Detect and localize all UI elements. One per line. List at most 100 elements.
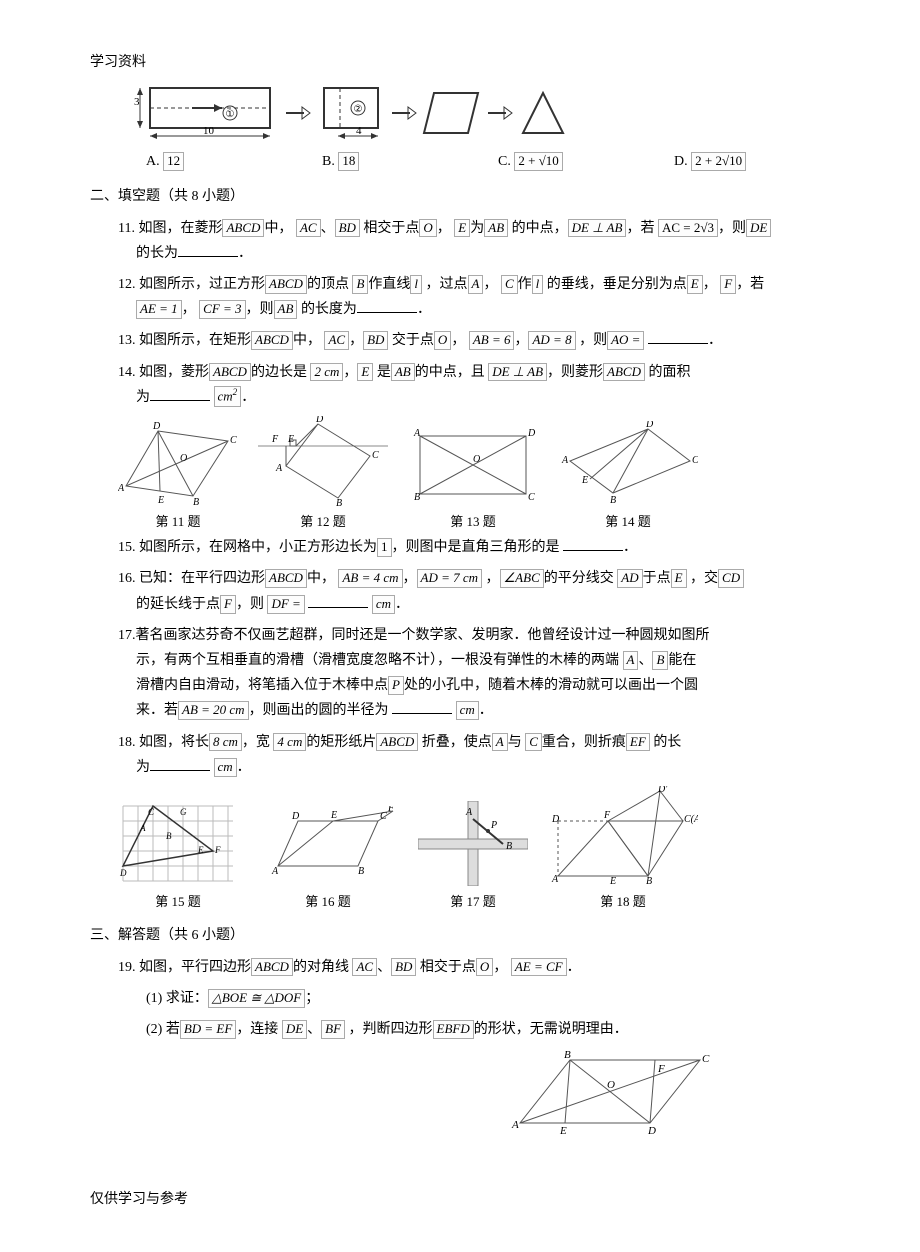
- svg-text:C: C: [148, 807, 155, 817]
- svg-text:D: D: [647, 1125, 656, 1137]
- svg-text:A: A: [511, 1119, 519, 1131]
- q14-blank: [150, 386, 210, 401]
- svg-text:E: E: [287, 434, 294, 445]
- option-d: D. 2 + 2√10: [674, 149, 850, 174]
- question-11: 11. 如图，在菱形ABCD中， AC、BD 相交于点O， E为AB 的中点，D…: [90, 216, 850, 266]
- svg-text:C: C: [528, 492, 535, 503]
- svg-text:P: P: [490, 820, 497, 831]
- svg-text:O: O: [473, 454, 480, 465]
- q17-blank: [392, 699, 452, 714]
- svg-text:E: E: [197, 845, 204, 855]
- question-19-1: (1) 求证：△BOE ≅ △DOF；: [90, 986, 850, 1011]
- svg-text:B: B: [564, 1049, 571, 1061]
- svg-text:E: E: [609, 876, 616, 886]
- section-2-title: 二、填空题（共 8 小题）: [90, 184, 850, 209]
- figure-18: D A B C(A') D' F E 第 18 题: [548, 786, 698, 913]
- svg-text:B: B: [358, 866, 364, 877]
- option-b: B. 18: [322, 149, 498, 174]
- arrow-icon: [284, 103, 312, 123]
- q10-box2-svg: ② 4: [316, 83, 386, 143]
- svg-text:D': D': [657, 786, 668, 795]
- svg-text:②: ②: [354, 104, 363, 115]
- svg-text:B: B: [610, 495, 616, 506]
- svg-text:F: F: [214, 845, 221, 855]
- svg-text:A: A: [118, 483, 125, 494]
- q10-parallelogram-svg: [422, 88, 482, 138]
- svg-text:A: A: [413, 428, 421, 439]
- figure-14: D C B A E 第 14 题: [558, 421, 698, 533]
- question-17: 17.著名画家达芬奇不仅画艺超群，同时还是一个数学家、发明家．他曾经设计过一种圆…: [90, 623, 850, 724]
- svg-text:C: C: [692, 455, 698, 466]
- q15-blank: [563, 536, 623, 551]
- svg-text:A: A: [271, 866, 279, 877]
- header-note: 学习资料: [90, 50, 850, 75]
- arrow-icon: [390, 103, 418, 123]
- svg-text:B: B: [336, 498, 342, 506]
- question-19: 19. 如图，平行四边形ABCD的对角线 AC、BD 相交于点O， AE = C…: [90, 955, 850, 980]
- svg-text:E: E: [581, 475, 588, 486]
- svg-text:E: E: [559, 1125, 567, 1137]
- question-19-2: (2) 若BD = EF，连接 DE、BF ，判断四边形EBFD的形状，无需说明…: [90, 1017, 850, 1042]
- svg-text:A: A: [139, 823, 146, 833]
- svg-text:B: B: [193, 497, 199, 506]
- question-15: 15. 如图所示，在网格中，小正方形边长为1，则图中是直角三角形的是 ．: [90, 535, 850, 560]
- section-3-title: 三、解答题（共 6 小题）: [90, 923, 850, 948]
- question-16: 16. 已知：在平行四边形ABCD中， AB = 4 cm，AD = 7 cm …: [90, 566, 850, 616]
- svg-text:A: A: [275, 463, 283, 474]
- question-12: 12. 如图所示，过正方形ABCD的顶点 B作直线l ，过点A， C作l 的垂线…: [90, 272, 850, 322]
- svg-text:C(A'): C(A'): [684, 814, 698, 825]
- svg-text:O: O: [607, 1079, 615, 1091]
- option-a: A. 12: [146, 149, 322, 174]
- svg-text:B: B: [506, 841, 512, 852]
- arrow-icon: [486, 103, 514, 123]
- figure-11: D C B A E O 第 11 题: [118, 421, 238, 533]
- svg-text:①: ①: [226, 109, 235, 120]
- figure-19: A D C B O E F: [510, 1048, 850, 1147]
- svg-text:O: O: [180, 453, 187, 464]
- figure-row-15-18: C F D G A B E 第 15 题 A B C D E F 第 16 题: [118, 786, 850, 913]
- svg-text:E: E: [157, 495, 164, 506]
- svg-text:D: D: [315, 416, 324, 425]
- svg-text:A: A: [551, 874, 559, 885]
- question-18: 18. 如图，将长8 cm，宽 4 cm的矩形纸片ABCD 折叠，使点A与 C重…: [90, 730, 850, 780]
- svg-text:D: D: [645, 421, 654, 430]
- q18-blank: [150, 756, 210, 771]
- svg-text:D: D: [152, 421, 161, 432]
- svg-text:A: A: [465, 807, 473, 818]
- svg-text:G: G: [180, 807, 187, 817]
- figure-row-11-14: D C B A E O 第 11 题 D C B A E F 第 12 题: [118, 416, 850, 533]
- svg-text:B: B: [414, 492, 420, 503]
- svg-text:F: F: [387, 806, 395, 814]
- figure-15: C F D G A B E 第 15 题: [118, 801, 238, 913]
- svg-text:D: D: [527, 428, 536, 439]
- svg-text:D: D: [551, 814, 560, 825]
- q16-blank: [308, 593, 368, 608]
- q10-box1-svg: ① 3 10: [130, 83, 280, 143]
- svg-text:F: F: [603, 810, 611, 821]
- option-c: C. 2 + √10: [498, 149, 674, 174]
- figure-13: A D B C O 第 13 题: [408, 426, 538, 533]
- q11-blank: [178, 242, 238, 257]
- svg-text:D: D: [291, 811, 300, 822]
- svg-text:A: A: [561, 455, 569, 466]
- svg-text:D: D: [119, 868, 127, 878]
- q12-blank: [357, 298, 417, 313]
- question-14: 14. 如图，菱形ABCD的边长是 2 cm，E 是AB的中点，且 DE ⊥ A…: [90, 360, 850, 410]
- svg-text:B: B: [646, 876, 652, 886]
- footer-note: 仅供学习与参考: [90, 1187, 850, 1212]
- svg-text:C: C: [230, 435, 237, 446]
- svg-text:E: E: [330, 810, 337, 821]
- q10-triangle-svg: [518, 88, 568, 138]
- figure-17: A B P 第 17 题: [418, 801, 528, 913]
- q10-options: A. 12 B. 18 C. 2 + √10 D. 2 + 2√10: [90, 149, 850, 174]
- svg-text:10: 10: [203, 125, 215, 137]
- q13-blank: [648, 329, 708, 344]
- svg-text:F: F: [271, 434, 279, 445]
- figure-12: D C B A E F 第 12 题: [258, 416, 388, 533]
- svg-text:3: 3: [134, 96, 140, 108]
- svg-text:C: C: [702, 1053, 710, 1065]
- svg-text:F: F: [657, 1063, 665, 1075]
- svg-text:C: C: [372, 450, 379, 461]
- q10-figure-sequence: ① 3 10 ② 4: [130, 83, 850, 143]
- svg-text:C: C: [380, 811, 387, 822]
